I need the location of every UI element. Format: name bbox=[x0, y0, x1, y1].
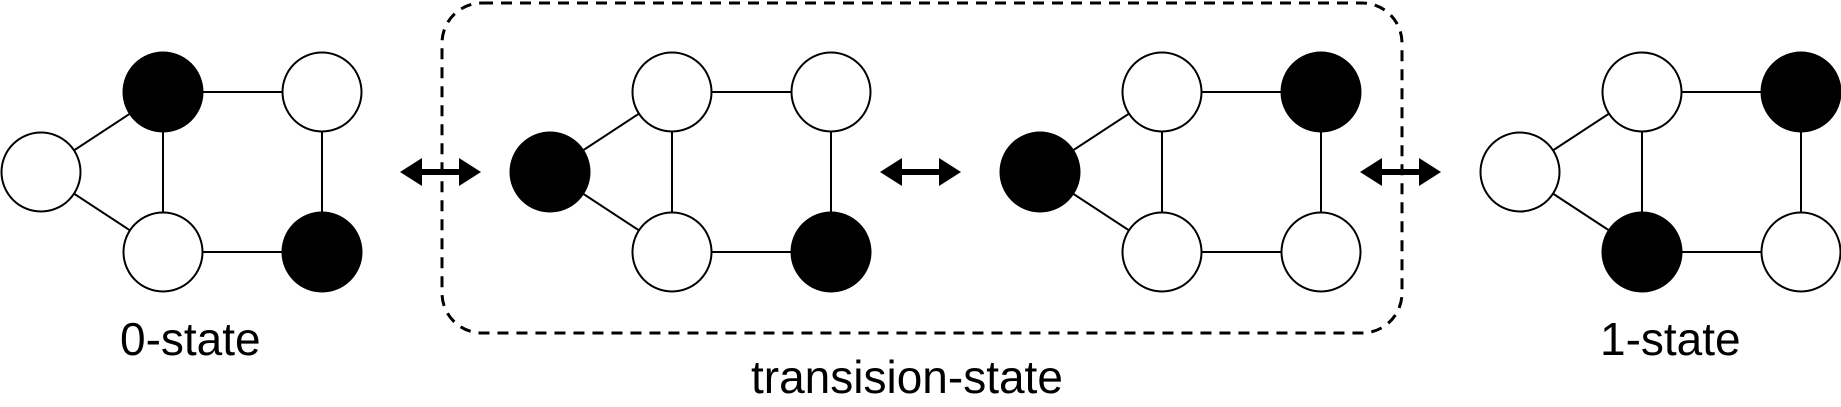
empty-node-bottom-left bbox=[122, 211, 204, 293]
empty-node-top-right bbox=[790, 51, 872, 133]
empty-node-bottom-right bbox=[1760, 211, 1841, 293]
double-arrow-icon bbox=[400, 158, 481, 186]
empty-node-left bbox=[0, 131, 82, 213]
zero-state-label: 0-state bbox=[120, 313, 261, 365]
graph-1-state bbox=[1479, 51, 1841, 293]
filled-node-left bbox=[999, 131, 1081, 213]
graph-0-state bbox=[0, 51, 363, 293]
double-arrow-icon bbox=[1360, 158, 1441, 186]
one-state-label: 1-state bbox=[1600, 313, 1741, 365]
filled-node-bottom-left bbox=[1601, 211, 1683, 293]
graphs-layer bbox=[0, 51, 1841, 293]
filled-node-bottom-right bbox=[790, 211, 872, 293]
empty-node-bottom-left bbox=[1121, 211, 1203, 293]
empty-node-top-right bbox=[281, 51, 363, 133]
empty-node-left bbox=[1479, 131, 1561, 213]
filled-node-left bbox=[509, 131, 591, 213]
filled-node-top-left bbox=[122, 51, 204, 133]
graph-transition-b bbox=[999, 51, 1362, 293]
graph-transition-a bbox=[509, 51, 872, 293]
transition-state-label: transision-state bbox=[751, 351, 1063, 403]
empty-node-top-left bbox=[1121, 51, 1203, 133]
empty-node-top-left bbox=[1601, 51, 1683, 133]
transition-state-frame bbox=[440, 1, 1404, 335]
filled-node-top-right bbox=[1280, 51, 1362, 133]
empty-node-bottom-left bbox=[631, 211, 713, 293]
empty-node-top-left bbox=[631, 51, 713, 133]
arrows-layer bbox=[400, 158, 1441, 186]
double-arrow-icon bbox=[880, 158, 961, 186]
empty-node-bottom-right bbox=[1280, 211, 1362, 293]
filled-node-bottom-right bbox=[281, 211, 363, 293]
filled-node-top-right bbox=[1760, 51, 1841, 133]
